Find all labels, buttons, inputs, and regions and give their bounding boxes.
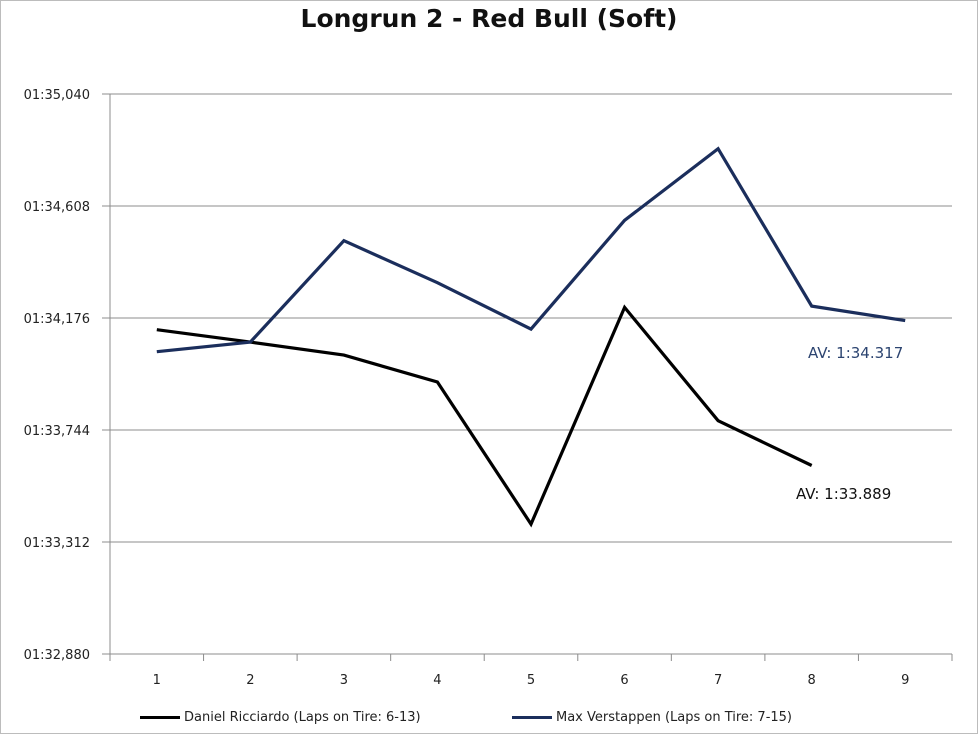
legend-item-ricciardo: Daniel Ricciardo (Laps on Tire: 6-13) [140,710,421,725]
legend-item-verstappen: Max Verstappen (Laps on Tire: 7-15) [512,710,792,725]
x-tick-label: 2 [246,673,254,688]
x-tick-label: 6 [620,673,628,688]
series-line-ricciardo [156,304,813,528]
x-tick-label: 4 [433,673,441,688]
x-tick-label: 5 [527,673,535,688]
annotation-avg-ricciardo: AV: 1:33.889 [796,485,891,503]
legend-label-verstappen: Max Verstappen (Laps on Tire: 7-15) [556,710,793,725]
legend-swatch-ricciardo [140,716,180,719]
y-tick-label: 01:33,744 [24,424,90,439]
x-tick-label: 7 [714,673,722,688]
chart-title: Longrun 2 - Red Bull (Soft) [300,4,678,33]
annotation-avg-verstappen: AV: 1:34.317 [808,344,903,362]
x-tick-label: 8 [808,673,816,688]
legend-swatch-verstappen [512,716,552,719]
y-tick-label: 01:34,608 [24,200,90,215]
legend: Daniel Ricciardo (Laps on Tire: 6-13) Ma… [0,710,978,732]
y-tick-label: 01:34,176 [24,312,90,327]
x-tick-label: 9 [901,673,909,688]
x-tick-label: 1 [153,673,161,688]
legend-label-ricciardo: Daniel Ricciardo (Laps on Tire: 6-13) [184,710,421,725]
x-tick-label: 3 [340,673,348,688]
series-line-verstappen [156,146,906,354]
y-tick-label: 01:33,312 [24,536,90,551]
y-tick-label: 01:35,040 [24,88,90,103]
y-tick-label: 01:32,880 [24,648,90,663]
